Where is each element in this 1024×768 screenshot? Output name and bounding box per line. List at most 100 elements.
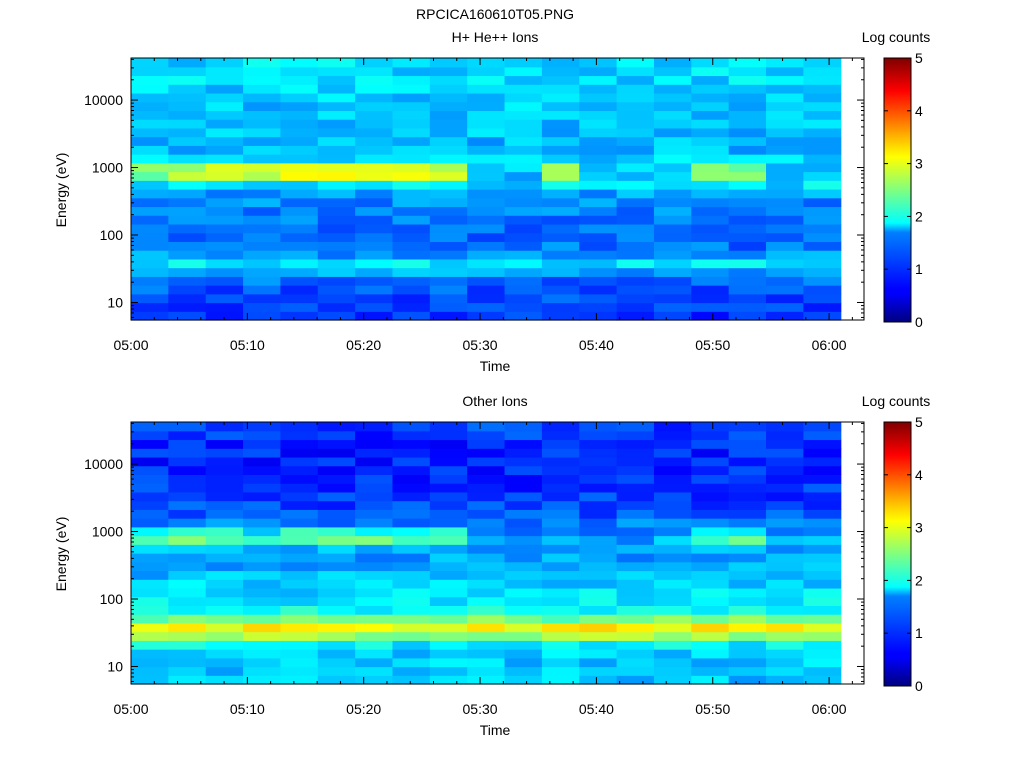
heatmap-cell [205,189,244,199]
heatmap-cell [467,622,506,633]
heatmap-cell [803,614,842,624]
heatmap-cell [280,189,319,199]
heatmap-cell [355,640,394,650]
heatmap-cell [205,631,244,641]
heatmap-cell [467,92,506,103]
heatmap-cell [131,448,169,458]
heatmap-cell [616,605,655,615]
heatmap-cell [429,474,468,484]
heatmap-cell [691,223,730,234]
heatmap-cell [616,422,655,432]
heatmap-cell [653,101,692,111]
heatmap-cell [616,189,655,199]
heatmap-cell [616,561,655,572]
heatmap-cell [168,197,207,208]
heatmap-cell [317,587,356,598]
heatmap-cell [691,197,730,208]
heatmap-cell [429,92,468,103]
heatmap-cell [504,84,543,94]
heatmap-cell [766,241,804,251]
heatmap-cell [728,197,767,208]
heatmap-cell [467,58,506,68]
heatmap-cell [766,456,804,467]
heatmap-cell [616,596,655,606]
heatmap-cell [803,66,842,77]
heatmap-cell [392,110,431,120]
heatmap-cell [653,587,692,598]
heatmap-cell [728,448,767,458]
heatmap-cell [728,84,767,94]
heatmap-cell [579,649,618,659]
heatmap-cell [691,119,730,129]
heatmap-cell [691,500,730,510]
heatmap-cell [168,119,207,129]
heatmap-cell [392,465,431,475]
heatmap-cell [766,189,804,199]
heatmap-cell [392,92,431,103]
heatmap-cell [243,465,282,475]
heatmap-cell [467,66,506,77]
heatmap-cell [653,483,692,493]
heatmap-cell [541,58,580,68]
heatmap-cell [579,215,618,225]
heatmap-cell [392,491,431,502]
heatmap-cell [131,145,169,155]
heatmap-cell [467,657,506,668]
heatmap-cell [280,430,319,441]
heatmap-cell [803,526,842,537]
heatmap-cell [766,553,804,563]
heatmap-cell [467,127,506,138]
heatmap-cell [168,285,207,295]
heatmap-cell [355,267,394,277]
heatmap-cell [168,544,207,554]
heatmap-cell [728,223,767,234]
heatmap-cell [280,605,319,615]
heatmap-cell [131,605,169,615]
heatmap-cell [243,311,282,321]
y-tick-label: 10 [107,294,123,310]
figure-title: RPCICA160610T05.PNG [416,6,574,22]
heatmap-cell [168,631,207,641]
heatmap-cell [728,171,767,181]
heatmap-cell [766,491,804,502]
heatmap-cell [541,657,580,668]
heatmap-cell [541,675,580,685]
heatmap-cell [392,622,431,633]
heatmap-cell [653,154,692,164]
heatmap-cell [803,145,842,155]
heatmap-cell [653,535,692,545]
heatmap-cell [616,666,655,676]
heatmap-cell [355,483,394,493]
heatmap-cell [467,491,506,502]
x-tick-label: 05:40 [579,337,614,353]
heatmap-cell [168,640,207,650]
heatmap-cell [653,206,692,216]
heatmap-cell [355,293,394,304]
heatmap-cell [579,75,618,85]
heatmap-cell [803,570,842,580]
heatmap-cell [131,596,169,606]
heatmap-cell [467,561,506,572]
heatmap-cell [504,587,543,598]
heatmap-cell [355,311,394,321]
heatmap-cell [205,110,244,120]
heatmap-cell [392,127,431,138]
heatmap-cell [541,241,580,251]
heatmap-cell [803,311,842,321]
heatmap-cell [355,110,394,120]
heatmap-cell [280,258,319,269]
heatmap-cell [131,206,169,216]
heatmap-cell [541,448,580,458]
x-tick-label: 05:30 [463,701,498,717]
heatmap-cell [467,509,506,519]
x-axis-label: Time [480,722,511,738]
heatmap-cell [653,605,692,615]
heatmap-cell [392,311,431,321]
heatmap-cell [317,666,356,676]
heatmap-cell [205,241,244,251]
heatmap-cell [205,101,244,111]
heatmap-cell [317,258,356,269]
heatmap-cell [317,509,356,519]
heatmap-cell [355,448,394,458]
heatmap-cell [355,145,394,155]
